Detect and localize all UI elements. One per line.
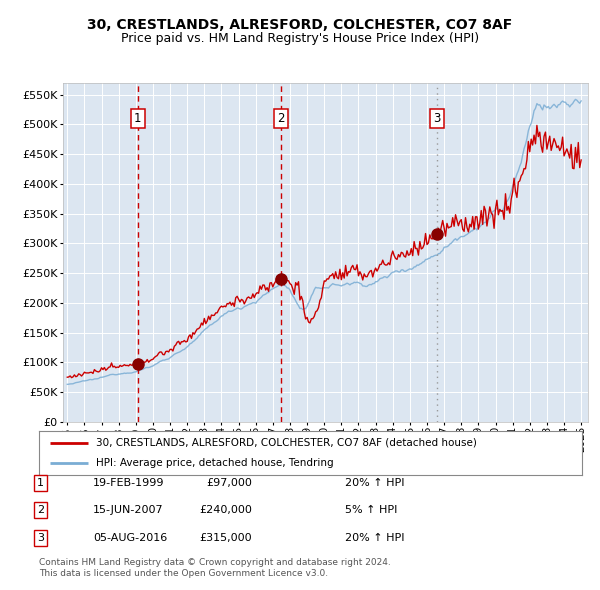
Text: 1: 1 [134, 112, 142, 125]
Text: HPI: Average price, detached house, Tendring: HPI: Average price, detached house, Tend… [96, 458, 334, 468]
Text: 20% ↑ HPI: 20% ↑ HPI [345, 478, 404, 487]
Text: 05-AUG-2016: 05-AUG-2016 [93, 533, 167, 543]
Text: 5% ↑ HPI: 5% ↑ HPI [345, 506, 397, 515]
Text: 2: 2 [37, 506, 44, 515]
Text: Price paid vs. HM Land Registry's House Price Index (HPI): Price paid vs. HM Land Registry's House … [121, 32, 479, 45]
Text: 15-JUN-2007: 15-JUN-2007 [93, 506, 164, 515]
Text: 30, CRESTLANDS, ALRESFORD, COLCHESTER, CO7 8AF (detached house): 30, CRESTLANDS, ALRESFORD, COLCHESTER, C… [96, 438, 477, 448]
Text: £97,000: £97,000 [206, 478, 252, 487]
Text: £315,000: £315,000 [199, 533, 252, 543]
Text: 2: 2 [277, 112, 284, 125]
Text: 30, CRESTLANDS, ALRESFORD, COLCHESTER, CO7 8AF: 30, CRESTLANDS, ALRESFORD, COLCHESTER, C… [88, 18, 512, 32]
Text: 19-FEB-1999: 19-FEB-1999 [93, 478, 164, 487]
Text: 3: 3 [433, 112, 441, 125]
Text: £240,000: £240,000 [199, 506, 252, 515]
Text: This data is licensed under the Open Government Licence v3.0.: This data is licensed under the Open Gov… [39, 569, 328, 578]
Text: 3: 3 [37, 533, 44, 543]
Text: 1: 1 [37, 478, 44, 487]
Text: 20% ↑ HPI: 20% ↑ HPI [345, 533, 404, 543]
Text: Contains HM Land Registry data © Crown copyright and database right 2024.: Contains HM Land Registry data © Crown c… [39, 558, 391, 566]
